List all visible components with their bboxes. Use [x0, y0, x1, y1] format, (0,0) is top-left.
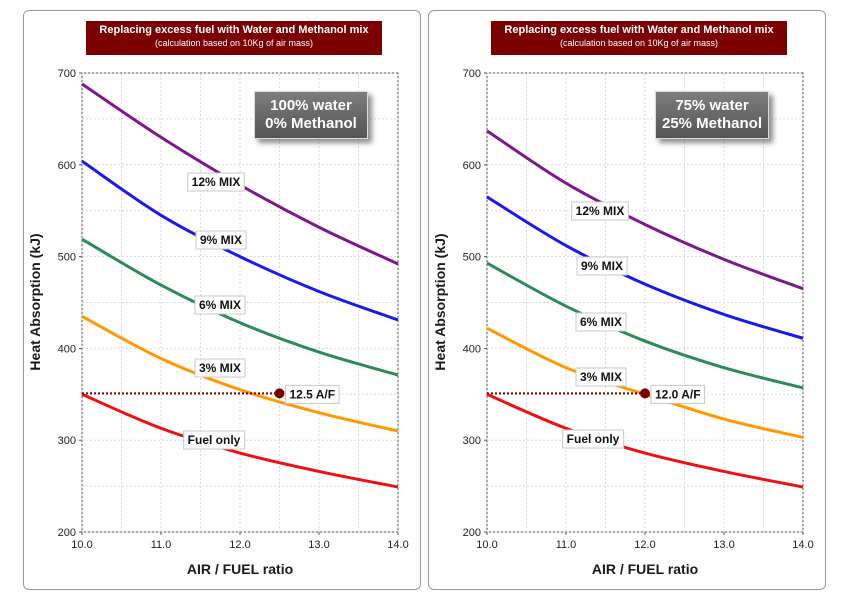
x-tick-label: 14.0	[792, 539, 813, 551]
af-label: 12.0 A/F	[650, 384, 706, 404]
af-label: 12.5 A/F	[285, 384, 340, 404]
y-tick-label: 500	[58, 252, 76, 264]
series-label: 9% MIX	[195, 230, 247, 250]
series-label-box	[194, 295, 246, 315]
x-axis-label: AIR / FUEL ratio	[592, 561, 698, 577]
series-label-text: 3% MIX	[199, 361, 241, 375]
x-axis-label: AIR / FUEL ratio	[187, 561, 293, 577]
mix-water-label: 75% water	[675, 97, 749, 114]
y-tick-label: 500	[463, 252, 481, 264]
series-label: 6% MIX	[575, 312, 627, 332]
y-tick-label: 300	[463, 435, 481, 447]
series-label-box	[576, 256, 628, 276]
series-label-box	[194, 358, 246, 378]
x-tick-label: 10.0	[71, 539, 92, 551]
chart-subtitle: (calculation based on 10Kg of air mass)	[559, 38, 719, 48]
series-line-9-mix	[486, 195, 804, 340]
series-label: 3% MIX	[194, 358, 246, 378]
series-labels: 12% MIX 9% MIX 6% MIX 3% MIX Fuel only	[562, 201, 629, 449]
series-label-box	[562, 429, 625, 449]
af-marker: 12.5 A/F	[82, 384, 340, 404]
series-label-text: 12% MIX	[192, 175, 241, 189]
y-tick-label: 400	[463, 343, 481, 355]
x-tick-label: 12.0	[634, 539, 655, 551]
grid	[486, 72, 804, 533]
series-label-text: 9% MIX	[200, 233, 242, 247]
y-tick-label: 700	[58, 68, 76, 80]
series-label-box	[575, 367, 627, 387]
y-tick-label: 300	[58, 435, 76, 447]
series-label-box	[575, 312, 627, 332]
series-label-box	[571, 201, 629, 221]
series-label-text: 6% MIX	[199, 298, 241, 312]
series-label-text: 9% MIX	[581, 259, 623, 273]
x-ticks: 10.0 11.0 12.0 13.0 14.0	[71, 532, 409, 551]
series-line-3-mix	[81, 314, 399, 433]
af-label-box	[285, 384, 340, 404]
af-label-text: 12.5 A/F	[290, 387, 336, 401]
series-label: 12% MIX	[571, 201, 629, 221]
x-tick-label: 13.0	[308, 539, 329, 551]
af-label-box	[650, 384, 706, 404]
af-marker: 12.0 A/F	[487, 384, 706, 404]
mix-methanol-label: 0% Methanol	[265, 115, 357, 132]
series-label-text: 3% MIX	[580, 370, 622, 384]
y-tick-label: 400	[58, 343, 76, 355]
series-label-text: Fuel only	[567, 432, 620, 446]
series-label: 12% MIX	[187, 172, 245, 192]
series-label: 9% MIX	[576, 256, 628, 276]
series-label-text: 6% MIX	[580, 315, 622, 329]
y-axis-label: Heat Absorption (kJ)	[27, 233, 43, 370]
series-label: 6% MIX	[194, 295, 246, 315]
x-ticks: 10.0 11.0 12.0 13.0 14.0	[476, 532, 814, 551]
chart-panel-right: Replacing excess fuel with Water and Met…	[428, 10, 826, 590]
y-tick-label: 200	[463, 527, 481, 539]
mix-methanol-label: 25% Methanol	[661, 115, 763, 132]
series-label-text: Fuel only	[188, 433, 241, 447]
y-tick-label: 600	[58, 160, 76, 172]
x-tick-label: 13.0	[713, 539, 734, 551]
series-line-6-mix	[486, 261, 804, 390]
x-tick-label: 12.0	[229, 539, 250, 551]
af-point	[640, 388, 650, 399]
chart-subtitle: (calculation based on 10Kg of air mass)	[154, 38, 314, 48]
series-lines	[81, 82, 399, 489]
series-label: 3% MIX	[575, 367, 627, 387]
chart-title: Replacing excess fuel with Water and Met…	[99, 24, 369, 36]
series-labels: 12% MIX 9% MIX 6% MIX 3% MIX Fuel only	[183, 172, 247, 450]
chart-title-box: Replacing excess fuel with Water and Met…	[491, 21, 787, 55]
series-label-box	[187, 172, 245, 192]
series-line-12-mix	[486, 129, 804, 291]
series-label-box	[183, 430, 246, 450]
x-tick-label: 10.0	[476, 539, 497, 551]
mix-water-label: 100% water	[270, 97, 352, 114]
y-ticks: 200 300 400 500 600 700	[58, 68, 82, 539]
y-ticks: 200 300 400 500 600 700	[463, 68, 487, 539]
af-point	[274, 388, 285, 399]
series-label: Fuel only	[183, 430, 246, 450]
series-label: Fuel only	[562, 429, 625, 449]
y-tick-label: 200	[58, 527, 76, 539]
chart-panel-left: Replacing excess fuel with Water and Met…	[23, 10, 421, 590]
x-tick-label: 11.0	[151, 539, 172, 551]
series-line-fuel-only	[81, 392, 399, 489]
series-label-box	[195, 230, 247, 250]
y-axis-label: Heat Absorption (kJ)	[432, 233, 448, 370]
series-line-fuel-only	[486, 392, 804, 489]
af-label-text: 12.0 A/F	[655, 387, 701, 401]
y-tick-label: 700	[463, 68, 481, 80]
mix-ratio-box: 100% water 0% Methanol	[254, 91, 368, 139]
y-tick-label: 600	[463, 160, 481, 172]
x-tick-label: 11.0	[556, 539, 577, 551]
mix-ratio-box: 75% water 25% Methanol	[655, 91, 769, 139]
series-line-9-mix	[81, 159, 399, 322]
chart-title: Replacing excess fuel with Water and Met…	[504, 24, 774, 36]
series-line-6-mix	[81, 237, 399, 377]
chart-title-box: Replacing excess fuel with Water and Met…	[86, 21, 382, 55]
series-label-text: 12% MIX	[576, 204, 625, 218]
x-tick-label: 14.0	[387, 539, 408, 551]
